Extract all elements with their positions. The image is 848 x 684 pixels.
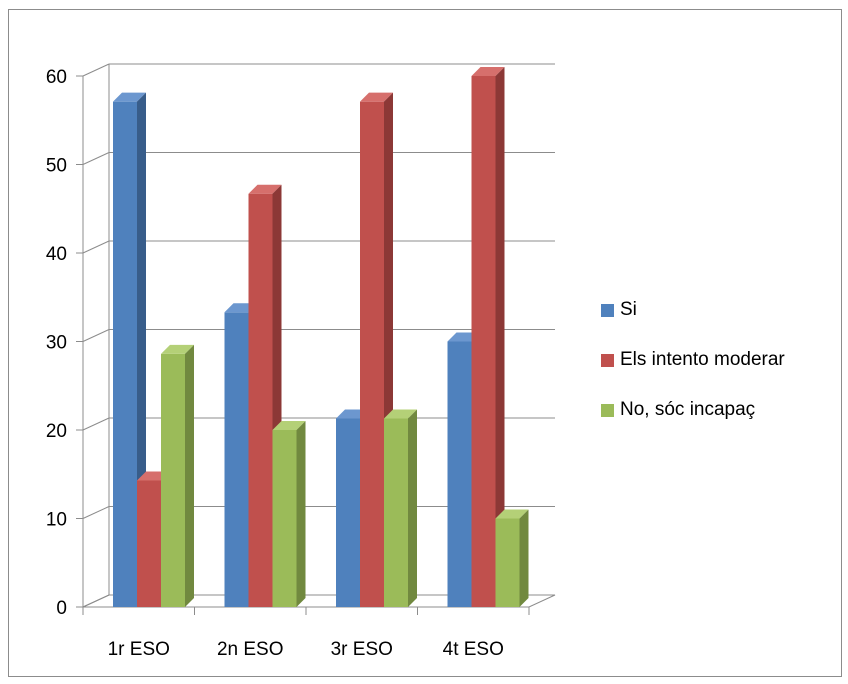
- bar-1-3: [471, 76, 496, 607]
- legend-label-si: Si: [620, 299, 637, 320]
- gridline-side-40: [82, 240, 110, 254]
- gridline-side-20: [82, 417, 110, 431]
- bar-top-0-0: [113, 92, 146, 102]
- bar-top-1-3: [471, 67, 505, 76]
- chart-legend: Si Els intento moderar No, sóc incapaç: [601, 298, 785, 448]
- legend-swatch-si: [601, 303, 614, 317]
- bar-side-1-3: [495, 67, 505, 607]
- bar-top-1-1: [248, 184, 282, 194]
- gridline-side-0: [82, 594, 110, 608]
- y-tick-label-0: 0: [56, 598, 67, 619]
- legend-item-si: Si: [601, 298, 785, 322]
- y-tick-label-50: 50: [46, 156, 67, 177]
- bar-top-2-0: [161, 344, 194, 354]
- x-tick-label-1: 2n ESO: [217, 639, 284, 660]
- bar-side-2-0: [185, 344, 194, 607]
- bar-1-2: [360, 101, 384, 607]
- gridline-side-30: [82, 329, 110, 342]
- x-tick-label-2: 3r ESO: [331, 639, 393, 660]
- legend-label-moderar: Els intento moderar: [620, 349, 785, 370]
- y-tick-label-30: 30: [46, 333, 67, 354]
- bar-2-0: [161, 353, 185, 607]
- chart-frame: 0 10 20 30 40 50 60 1r ESO 2n ESO 3r ESO 4t ESO Si…: [8, 9, 842, 677]
- x-tick-label-0: 1r ESO: [108, 639, 170, 660]
- bar-1-1: [248, 193, 273, 607]
- gridline-side-10: [82, 506, 110, 519]
- bar-0-2: [336, 418, 360, 607]
- bar-top-2-1: [272, 421, 306, 430]
- chart-plot: 0 10 20 30 40 50 60 1r ESO 2n ESO 3r ESO 4t ESO: [46, 63, 556, 660]
- bar-2-3: [495, 518, 520, 607]
- gridline-side-50: [82, 152, 110, 165]
- legend-swatch-incapac: [601, 403, 614, 417]
- bar-2-2: [384, 418, 408, 607]
- y-tick-label-10: 10: [46, 510, 67, 531]
- legend-item-moderar: Els intento moderar: [601, 348, 785, 372]
- bar-0-0: [113, 101, 137, 607]
- bar-side-2-2: [408, 409, 417, 607]
- bar-0-3: [447, 341, 472, 607]
- bar-top-2-2: [384, 409, 417, 419]
- bar-1-0: [137, 480, 161, 607]
- x-tick-label-3: 4t ESO: [443, 639, 504, 660]
- y-tick-label-60: 60: [46, 67, 67, 88]
- bar-top-2-3: [495, 509, 529, 519]
- gridline-side-60: [82, 63, 110, 77]
- bar-0-1: [224, 312, 249, 607]
- bar-top-1-2: [360, 92, 393, 102]
- legend-label-incapac: No, sóc incapaç: [620, 399, 756, 420]
- y-tick-label-20: 20: [46, 421, 67, 442]
- legend-swatch-moderar: [601, 353, 614, 367]
- y-tick-label-40: 40: [46, 244, 67, 265]
- bar-side-2-3: [519, 509, 529, 607]
- legend-item-incapac: No, sóc incapaç: [601, 398, 785, 422]
- bar-side-2-1: [296, 421, 306, 607]
- bar-2-1: [272, 430, 297, 607]
